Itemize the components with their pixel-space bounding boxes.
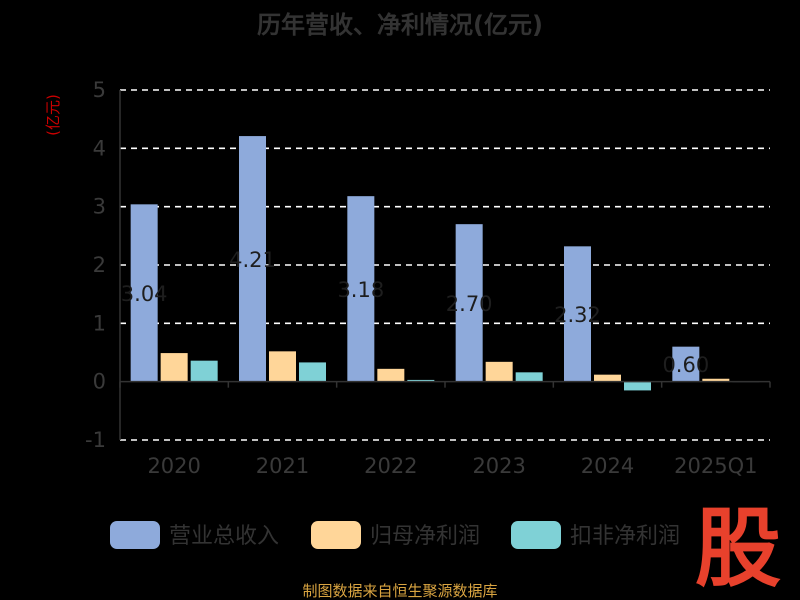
x-tick-label: 2023 — [472, 454, 525, 478]
legend-item-1[interactable]: 归母净利润 — [311, 521, 480, 549]
legend-label: 营业总收入 — [169, 524, 279, 549]
bar-series-1-2023 — [485, 361, 513, 382]
y-tick-label: 4 — [93, 136, 106, 160]
legend-label: 扣非净利润 — [570, 524, 680, 549]
bar-series-2-2021 — [299, 362, 326, 382]
bar-series-1-2022 — [377, 368, 405, 382]
bars — [130, 136, 760, 391]
y-tick-label: 3 — [93, 195, 106, 219]
legend-swatch — [110, 521, 160, 549]
x-axis-ticks: 2020 2021 2022 2023 2024 2025Q1 — [147, 454, 757, 478]
y-tick-label: 0 — [93, 370, 106, 394]
bar-series-2-2022 — [407, 379, 435, 382]
bar-series-0-2023 — [455, 224, 483, 382]
y-axis-label: (亿元) — [44, 94, 62, 136]
bar-series-0-2025Q1 — [672, 346, 700, 382]
data-label: 3.18 — [337, 278, 384, 302]
legend-item-0[interactable]: 营业总收入 — [110, 521, 279, 549]
x-tick-label: 2020 — [147, 454, 200, 478]
data-label: 2.70 — [446, 292, 493, 316]
legend-item-2[interactable]: 扣非净利润 — [511, 521, 680, 549]
legend-label: 归母净利润 — [370, 524, 480, 549]
bar-series-1-2024 — [594, 374, 621, 382]
x-tick-label: 2021 — [256, 454, 309, 478]
y-tick-label: -1 — [85, 428, 106, 452]
bar-series-0-2024 — [564, 246, 591, 382]
y-tick-label: 5 — [93, 78, 106, 102]
x-tick-label: 2022 — [364, 454, 417, 478]
watermark-logo: 股 — [695, 499, 781, 599]
legend[interactable]: 营业总收入 归母净利润 扣非净利润 — [110, 521, 680, 549]
y-tick-label: 1 — [93, 311, 106, 335]
data-label: 2.32 — [554, 303, 601, 327]
y-axis-ticks: -1 0 1 2 3 4 5 — [85, 78, 106, 452]
data-label: 0.60 — [662, 353, 709, 377]
data-label: 4.21 — [229, 248, 276, 272]
source-text: 制图数据来自恒生聚源数据库 — [302, 582, 497, 600]
y-tick-label: 2 — [93, 253, 106, 277]
bar-series-1-2021 — [269, 351, 296, 382]
legend-swatch — [311, 521, 361, 549]
bar-series-2-2020 — [190, 360, 218, 382]
data-labels: 3.04 4.21 3.18 2.70 2.32 0.60 — [121, 248, 709, 377]
bar-series-2-2023 — [515, 372, 543, 382]
x-tick-label: 2024 — [581, 454, 634, 478]
gridlines — [120, 89, 770, 441]
bar-series-1-2020 — [160, 353, 188, 382]
bar-series-0-2022 — [347, 196, 375, 382]
x-tick-label: 2025Q1 — [674, 454, 757, 478]
legend-swatch — [511, 521, 561, 549]
bar-series-1-2025Q1 — [702, 378, 730, 382]
data-label: 3.04 — [121, 282, 168, 306]
chart-title: 历年营收、净利情况(亿元) — [257, 11, 543, 39]
bar-series-0-2020 — [130, 204, 158, 382]
bar-series-2-2024 — [624, 381, 651, 391]
axes — [119, 90, 771, 440]
bar-series-0-2021 — [239, 136, 266, 382]
